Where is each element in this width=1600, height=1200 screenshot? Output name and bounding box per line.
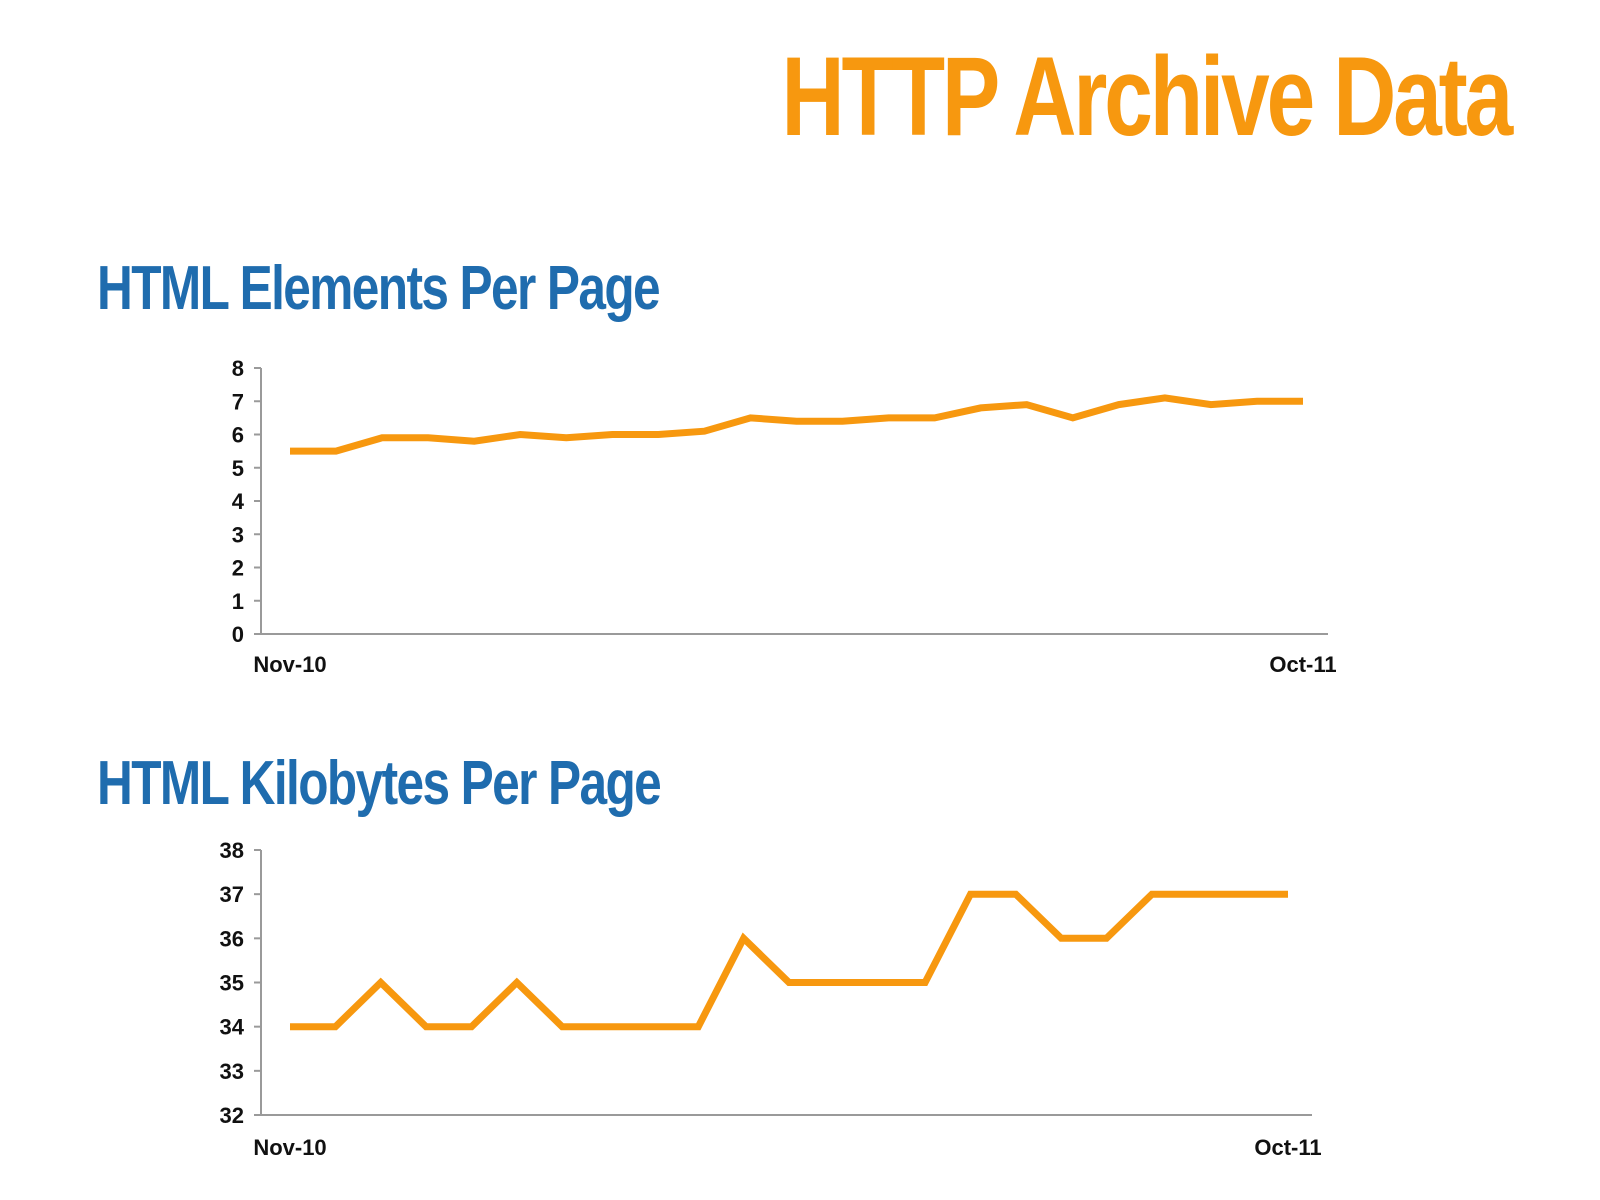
x-tick-label: Oct-11 [1269,652,1336,677]
y-tick-label: 37 [220,882,244,907]
y-tick-label: 35 [220,971,244,996]
x-tick-label: Nov-10 [253,652,326,677]
y-tick-label: 8 [232,356,244,381]
y-tick-label: 38 [220,838,244,863]
y-tick-label: 36 [220,926,244,951]
y-tick-label: 4 [232,489,245,514]
y-tick-label: 34 [220,1015,245,1040]
y-tick-label: 32 [220,1103,244,1128]
chart-title-kilobytes: HTML Kilobytes Per Page [97,749,662,818]
kilobytes-per-page-chart: 32 33 34 35 36 37 38 Nov-10 Oct-11 [220,838,1322,1160]
y-tick-label: 7 [232,389,244,414]
page-title: HTTP Archive Data [781,34,1513,159]
x-tick-label: Oct-11 [1254,1135,1321,1160]
y-tick-label: 6 [232,423,244,448]
y-tick-label: 5 [232,456,244,481]
y-tick-label: 1 [232,589,244,614]
y-tick-label: 2 [232,556,244,581]
y-tick-label: 0 [232,622,244,647]
series-line [290,394,1303,455]
series-line [290,890,1288,1031]
chart-title-elements: HTML Elements Per Page [97,254,661,323]
y-tick-label: 3 [232,522,244,547]
x-tick-label: Nov-10 [253,1135,326,1160]
y-tick-label: 33 [220,1059,244,1084]
elements-per-page-chart: 0 1 2 3 4 5 6 7 8 Nov-10 Oct-11 [232,356,1337,677]
